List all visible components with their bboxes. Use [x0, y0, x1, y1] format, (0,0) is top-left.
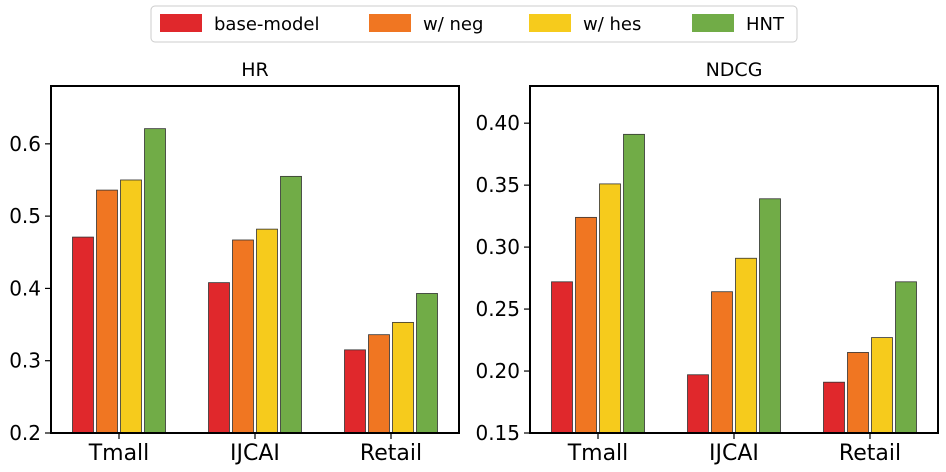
bar-tmall-0	[72, 236, 94, 434]
bar-retail-1	[368, 334, 390, 434]
y-tick-label: 0.3	[9, 349, 41, 373]
panel-title: HR	[241, 59, 269, 81]
bar-retail-0	[823, 381, 845, 434]
bar-tmall-1	[575, 216, 597, 434]
bar-tmall-2	[599, 183, 621, 434]
legend-label-1: w/ neg	[423, 14, 483, 35]
y-tick-label: 0.30	[475, 235, 520, 259]
legend-swatch-1	[369, 14, 411, 32]
x-tick-label: IJCAI	[709, 441, 759, 466]
plots: HR 0.2 0.3 0.4 0.5 0.6 Tmall IJCAI Retail NDCG 0.1…	[9, 59, 939, 466]
bar-tmall-2	[120, 179, 142, 434]
y-tick-label: 0.35	[475, 173, 520, 197]
bar-retail-0	[344, 349, 366, 434]
panel-title: NDCG	[706, 59, 763, 81]
panel-0: HR 0.2 0.3 0.4 0.5 0.6 Tmall IJCAI Retail	[9, 59, 460, 466]
y-tick-label: 0.4	[9, 276, 41, 300]
bar-ijcai-1	[711, 291, 733, 434]
y-tick-label: 0.25	[475, 297, 520, 321]
y-tick-label: 0.6	[9, 132, 41, 156]
legend-swatch-0	[160, 14, 202, 32]
panel-1: NDCG 0.15 0.20 0.25 0.30 0.35 0.40 Tmall IJCAI Re…	[475, 59, 939, 466]
bar-tmall-3	[144, 128, 166, 434]
bar-retail-3	[416, 293, 438, 434]
legend-label-0: base-model	[214, 14, 319, 35]
plot-frame	[50, 85, 460, 434]
bar-ijcai-0	[687, 374, 709, 434]
bar-ijcai-2	[256, 228, 278, 434]
bar-tmall-0	[551, 281, 573, 434]
x-tick-label: Retail	[360, 441, 422, 466]
bar-ijcai-1	[232, 239, 254, 434]
bar-tmall-1	[96, 189, 118, 434]
bar-ijcai-3	[759, 198, 781, 434]
bar-ijcai-3	[280, 175, 302, 434]
x-tick-label: Retail	[839, 441, 901, 466]
bar-ijcai-0	[208, 282, 230, 434]
y-tick-label: 0.40	[475, 111, 520, 135]
y-tick-label: 0.2	[9, 421, 41, 445]
bar-retail-2	[392, 321, 414, 434]
legend-swatch-3	[692, 14, 734, 32]
bar-ijcai-2	[735, 257, 757, 434]
legend-swatch-2	[529, 14, 571, 32]
legend-label-2: w/ hes	[583, 14, 641, 35]
bar-tmall-3	[623, 133, 645, 434]
plot-frame	[529, 85, 939, 434]
x-tick-label: Tmall	[567, 441, 629, 466]
legend: base-model w/ neg w/ hes HNT	[150, 5, 798, 43]
legend-label-3: HNT	[746, 14, 785, 35]
y-tick-label: 0.5	[9, 204, 41, 228]
bar-retail-2	[871, 337, 893, 434]
x-tick-label: IJCAI	[230, 441, 280, 466]
legend-frame	[150, 5, 798, 43]
bar-retail-3	[895, 281, 917, 434]
y-tick-label: 0.15	[475, 421, 520, 445]
y-tick-label: 0.20	[475, 359, 520, 383]
bar-retail-1	[847, 352, 869, 434]
x-tick-label: Tmall	[88, 441, 150, 466]
